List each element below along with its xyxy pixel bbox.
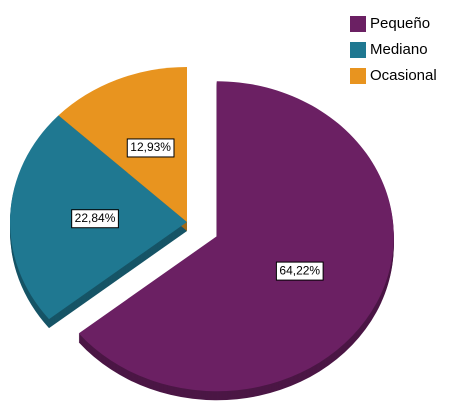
data-label-box — [275, 261, 324, 281]
data-label-text: 22,84% — [75, 211, 116, 225]
legend-swatch — [350, 16, 366, 32]
data-label: 22,84% — [71, 209, 119, 229]
slice — [58, 67, 187, 222]
legend-label: Ocasional — [370, 67, 437, 84]
data-label: 12,93% — [126, 138, 175, 158]
data-label-box — [126, 138, 175, 158]
legend-label: Pequeño — [370, 15, 430, 32]
legend-swatch — [350, 68, 366, 84]
legend-swatch — [350, 42, 366, 58]
data-label-text: 12,93% — [130, 140, 171, 154]
data-label: 64,22% — [275, 261, 324, 281]
data-label-box — [71, 209, 119, 229]
legend-label: Mediano — [370, 41, 428, 58]
slice — [78, 81, 394, 392]
data-label-text: 64,22% — [279, 263, 320, 277]
